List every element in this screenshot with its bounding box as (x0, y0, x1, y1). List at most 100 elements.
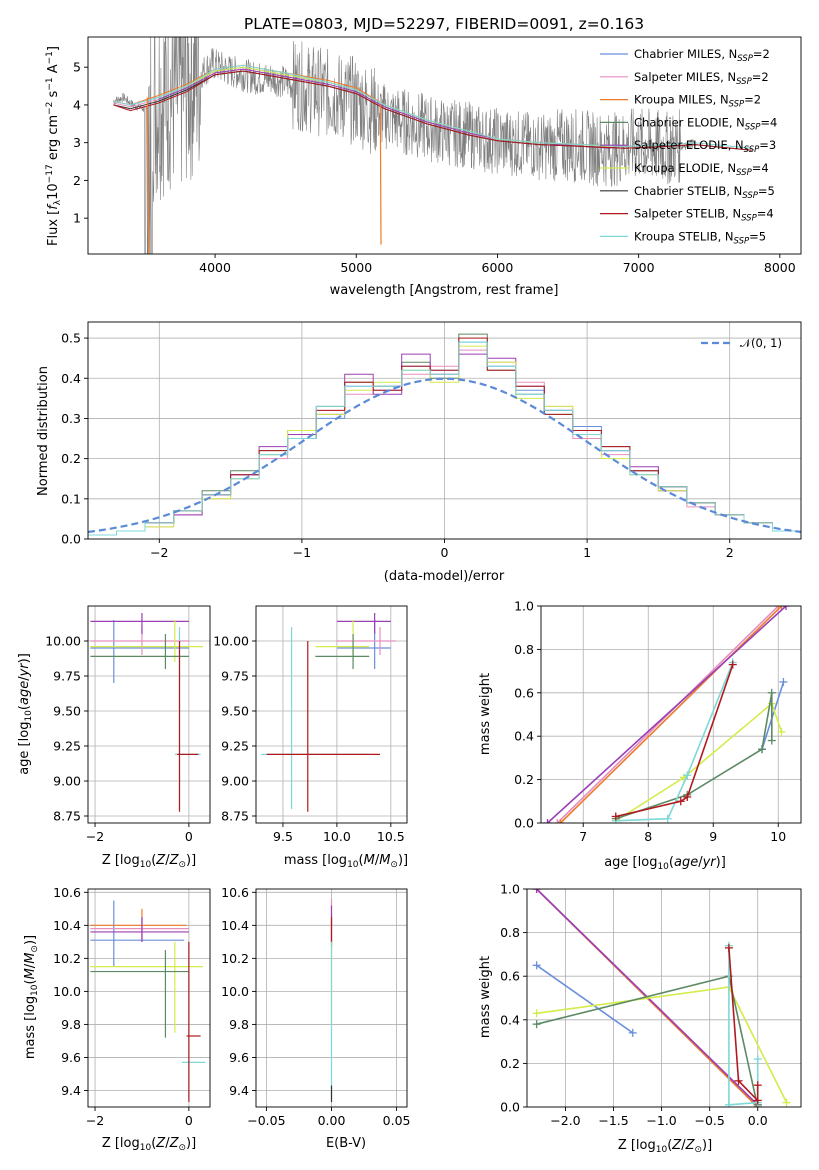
spectrum-series-line (379, 104, 382, 245)
wAge-series-line (615, 662, 734, 822)
massZ-ylabel: mass [log10(M/M⊙)] (23, 935, 40, 1059)
massEbv-xlabel: E(B-V) (326, 1136, 366, 1151)
spectrum-series-line (113, 70, 752, 151)
wZ-ytick-label: 0.8 (500, 925, 520, 940)
ageMass-ytick-label: 9.75 (221, 669, 249, 684)
ageZ-xtick-label: 0 (185, 829, 193, 844)
spectrum-legend-label: Kroupa ELODIE, NSSP=4 (634, 161, 769, 178)
massZ-ytick-label: 10.6 (53, 885, 81, 900)
wAge-ytick-label: 0.2 (514, 772, 534, 787)
mass-vs-Z-panel: −2 0 9.4 9.6 9.8 10.0 10.2 10.4 10.6 (53, 885, 211, 1128)
wZ-ytick-label: 0.0 (500, 1100, 520, 1115)
ageZ-xlabel: Z [log10(Z/Z⊙)] (102, 853, 196, 870)
wAge-xtick-label: 7 (579, 829, 587, 844)
ageZ-ytick-label: 9.50 (53, 704, 81, 719)
massEbv-xtick-label: 0.00 (318, 1113, 346, 1128)
massZ-ytick-label: 9.6 (61, 1050, 81, 1065)
residual-histogram-step (88, 341, 801, 539)
massZ-ytick-label: 9.4 (61, 1083, 81, 1098)
residuals-xtick-label: −1 (293, 545, 311, 560)
wZ-series-line (728, 947, 759, 1103)
age-vs-mass-panel: 9.5 10.0 10.5 8.75 9.00 9.25 9.50 9.75 10.00 (213, 605, 408, 844)
ageZ-xtick-label: −2 (86, 829, 104, 844)
spectrum-xtick-label: 6000 (482, 260, 514, 275)
massZ-xlabel: Z [log10(Z/Z⊙)] (102, 1136, 196, 1153)
wAge-series-line (615, 664, 734, 818)
wAge-frame (540, 605, 802, 824)
wZ-xtick-label: −1.0 (646, 1113, 676, 1128)
spectrum-series-line (146, 97, 150, 254)
ageZ-frame (87, 605, 211, 824)
spectrum-title: PLATE=0803, MJD=52297, FIBERID=0091, z=0… (244, 15, 644, 33)
residuals-ylabel: Normed distribution (36, 366, 51, 496)
spectrum-panel: 4000 5000 6000 7000 8000 1 2 3 4 5 Chabrier MILES,… (73, 36, 802, 275)
ageMass-xtick-label: 10.5 (377, 829, 405, 844)
ageMass-ytick-label: 9.50 (221, 704, 249, 719)
ageZ-ytick-label: 8.75 (53, 809, 81, 824)
ageZ-ytick-label: 9.75 (53, 669, 81, 684)
normal-curve (88, 377, 801, 534)
spectrum-xlabel: wavelength [Angstrom, rest frame] (330, 283, 559, 298)
wAge-xtick-label: 9 (709, 829, 717, 844)
massEbv-xtick-label: 0.05 (383, 1113, 411, 1128)
wZ-series-line (728, 945, 759, 1106)
weight-vs-Z-panel: −2.0 −1.5 −1.0 −0.5 0.0 0.0 0.2 0.4 0.6 0.8 1.0 (500, 882, 802, 1128)
spectrum-legend-label: Salpeter ELODIE, NSSP=3 (634, 138, 776, 155)
spectrum-series-line (113, 64, 752, 149)
ageMass-ytick-label: 9.25 (221, 739, 249, 754)
massEbv-ytick-label: 10.4 (221, 918, 249, 933)
spectrum-xtick-label: 5000 (340, 260, 372, 275)
wAge-xlabel: age [log10(age/yr)] (604, 855, 726, 872)
massEbv-ytick-label: 9.4 (229, 1083, 249, 1098)
wAge-series-line (761, 681, 785, 750)
residuals-plot-area (88, 333, 801, 539)
residuals-xlabel: (data-model)/error (384, 569, 505, 584)
ageZ-plot-area (90, 613, 203, 812)
spectrum-xtick-label: 8000 (764, 260, 796, 275)
wZ-xtick-label: 0.0 (748, 1113, 768, 1128)
residuals-xtick-label: 2 (726, 545, 734, 560)
residuals-xtick-label: −2 (150, 545, 168, 560)
ageMass-ytick-label: 10.00 (213, 634, 249, 649)
ageMass-plot-area (261, 613, 397, 812)
spectrum-ytick-label: 4 (73, 97, 81, 112)
wAge-series-line (546, 606, 787, 823)
mass-vs-ebv-panel: −0.05 0.00 0.05 9.4 9.6 9.8 10.0 10.2 10.4 10.6 (221, 885, 410, 1128)
wAge-series-line (615, 702, 783, 822)
normal-legend-label: 𝒩(0, 1) (740, 336, 782, 350)
spectrum-legend-label: Kroupa STELIB, NSSP=5 (634, 229, 766, 246)
residuals-xtick-label: 0 (441, 545, 449, 560)
ageMass-ytick-label: 9.00 (221, 774, 249, 789)
wAge-ytick-label: 0.8 (514, 642, 534, 657)
spectrum-legend-label: Salpeter MILES, NSSP=2 (634, 70, 769, 87)
wZ-ytick-label: 1.0 (500, 882, 520, 897)
wAge-ylabel: mass weight (478, 673, 493, 755)
massZ-xtick-label: 0 (185, 1113, 193, 1128)
spectrum-ytick-label: 5 (73, 60, 81, 75)
ageMass-frame (255, 605, 408, 824)
residuals-ytick-label: 0.5 (61, 331, 81, 346)
massZ-ytick-label: 10.0 (53, 984, 81, 999)
wZ-xtick-label: −2.0 (550, 1113, 580, 1128)
wAge-ytick-label: 1.0 (514, 599, 534, 614)
wZ-ytick-label: 0.4 (500, 1012, 520, 1027)
massEbv-ytick-label: 10.2 (221, 951, 249, 966)
spectrum-legend-label: Chabrier ELODIE, NSSP=4 (634, 115, 777, 132)
age-vs-Z-panel: −2 0 8.75 9.00 9.25 9.50 9.75 10.00 (45, 605, 211, 844)
massEbv-ytick-label: 10.0 (221, 984, 249, 999)
weight-vs-age-panel: 7 8 9 10 0.0 0.2 0.4 0.6 0.8 1.0 (514, 599, 802, 844)
massEbv-ytick-label: 10.6 (221, 885, 249, 900)
residuals-ytick-label: 0.2 (61, 451, 81, 466)
wZ-plot-area (532, 889, 791, 1107)
spectrum-legend-label: Chabrier STELIB, NSSP=5 (634, 184, 775, 201)
wZ-series-line (536, 964, 634, 1034)
massEbv-frame (255, 888, 408, 1108)
ageZ-ytick-label: 9.00 (53, 774, 81, 789)
wAge-series-line (559, 606, 783, 823)
massZ-plot-area (90, 900, 206, 1103)
ageMass-xtick-label: 10.0 (323, 829, 351, 844)
ageMass-ytick-label: 8.75 (221, 809, 249, 824)
wZ-xtick-label: −1.5 (598, 1113, 628, 1128)
wZ-xlabel: Z [log10(Z/Z⊙)] (618, 1138, 712, 1155)
spectrum-legend-label: Salpeter STELIB, NSSP=4 (634, 207, 774, 224)
